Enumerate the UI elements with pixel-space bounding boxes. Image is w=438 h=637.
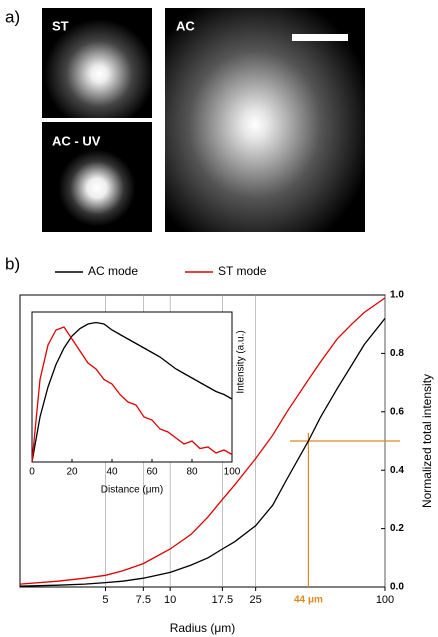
panel-label: b) (5, 254, 20, 273)
legend-label: AC mode (88, 264, 138, 278)
y-tick-label: 0.2 (390, 523, 404, 534)
x-tick-label: 100 (224, 467, 241, 478)
x-tick-label: 10 (164, 594, 176, 606)
x-tick-label: 40 (106, 467, 118, 478)
x-tick-label: 17.5 (212, 594, 233, 606)
y-tick-label: 0.4 (390, 465, 404, 476)
image-label: ST (52, 18, 69, 33)
x-tick-label: 7.5 (136, 594, 151, 606)
x-tick-label: 80 (186, 467, 198, 478)
x-tick-label: 100 (376, 594, 394, 606)
x-tick-label: 25 (250, 594, 262, 606)
y-tick-label: 0.6 (390, 406, 404, 417)
y-tick-label: 0.0 (390, 582, 404, 593)
y-axis-label: Normalized total intensity (420, 374, 434, 508)
panel-label: a) (5, 7, 20, 26)
x-tick-label: 5 (102, 594, 108, 606)
page: {"panel_a": {"label": "a)", "images": [{… (0, 0, 438, 637)
x-axis-label: Radius (μm) (170, 621, 236, 635)
image (165, 8, 365, 232)
inset-frame (32, 312, 232, 462)
x-tick-label: 60 (146, 467, 158, 478)
annotation-label: 44 μm (294, 595, 323, 606)
y-axis-label: Intensity (a.u.) (236, 330, 247, 393)
x-tick-label: 20 (66, 467, 78, 478)
y-tick-label: 0.8 (390, 348, 404, 359)
legend-label: ST mode (218, 264, 267, 278)
y-tick-label: 1.0 (390, 290, 404, 301)
image-label: AC (176, 18, 195, 33)
x-tick-label: 0 (29, 467, 35, 478)
figure: a) ST AC - UV AC b) 57.51017.5251000.00.… (0, 0, 438, 637)
image-label: AC - UV (52, 133, 101, 148)
x-axis-label: Distance (μm) (101, 485, 163, 496)
scale-bar (292, 34, 348, 41)
